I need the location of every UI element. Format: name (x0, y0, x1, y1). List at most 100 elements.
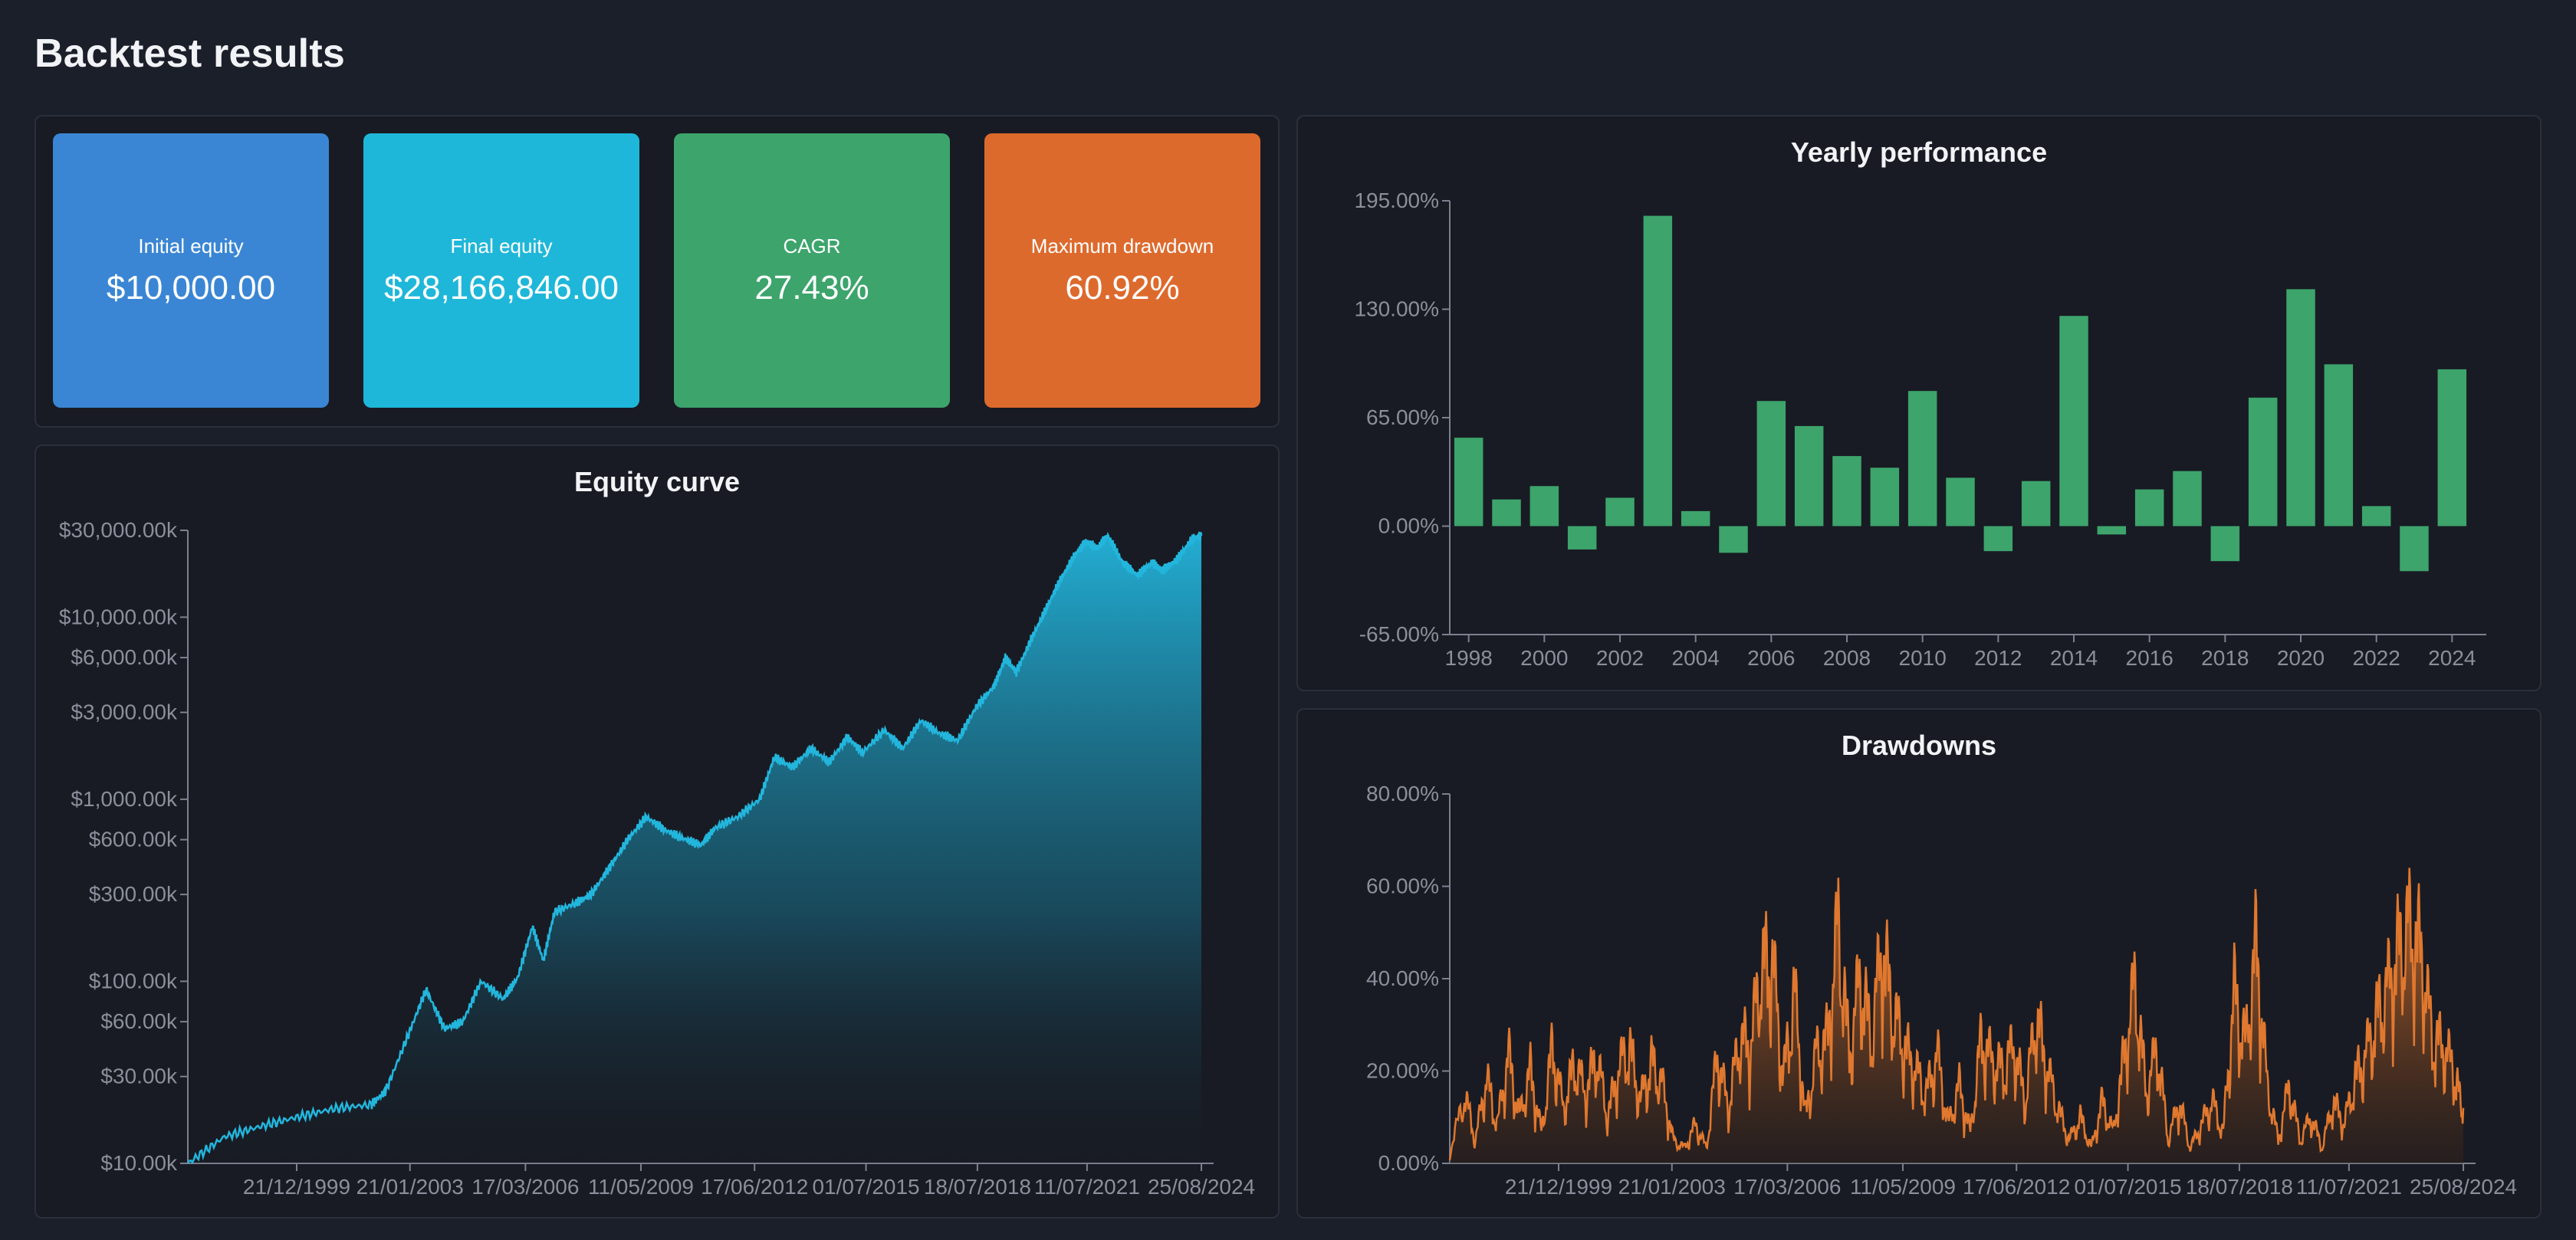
yearly-bar-2022 (2361, 506, 2391, 527)
equity-y-tick-label: $30.00k (100, 1064, 178, 1088)
yearly-x-tick-label: 2012 (1974, 646, 2022, 670)
yearly-bar-2021 (2324, 364, 2354, 527)
yearly-bar-2018 (2210, 526, 2240, 562)
yearly-bar-2004 (1681, 510, 1710, 527)
drawdown-x-tick-label: 01/07/2015 (2074, 1175, 2181, 1199)
equity-x-tick-label: 11/05/2009 (588, 1175, 694, 1199)
stat-value: $28,166,846.00 (384, 268, 619, 307)
equity-curve-chart: $10.00k $30.00k $60.00k $100.00k $300.00k $60… (59, 518, 1255, 1199)
drawdown-x-tick-label: 21/12/1999 (1505, 1175, 1612, 1199)
yearly-bar-2005 (1719, 526, 1748, 553)
yearly-x-tick-label: 2000 (1520, 646, 1568, 670)
stat-label: Initial equity (138, 234, 244, 258)
yearly-bar-2001 (1567, 526, 1597, 549)
equity-y-tick-label: $6,000.00k (71, 645, 178, 669)
stat-value: 27.43% (754, 268, 869, 307)
drawdown-x-tick-label: 11/05/2009 (1850, 1175, 1956, 1199)
drawdown-x-tick-label: 18/07/2018 (2186, 1175, 2293, 1199)
yearly-y-tick-label: 65.00% (1366, 405, 1439, 429)
equity-x-tick-label: 18/07/2018 (924, 1175, 1031, 1199)
yearly-x-tick-label: 2010 (1899, 646, 1947, 670)
equity-x-tick-label: 25/08/2024 (1148, 1175, 1255, 1199)
yearly-y-tick-label: 130.00% (1354, 297, 1439, 321)
drawdown-x-tick-label: 17/03/2006 (1733, 1175, 1841, 1199)
yearly-bar-2015 (2097, 526, 2127, 535)
drawdown-line (1448, 868, 2465, 1161)
yearly-bar-1998 (1454, 438, 1484, 527)
yearly-bar-2006 (1756, 401, 1786, 527)
yearly-bar-2009 (1870, 467, 1900, 527)
yearly-bar-2012 (1983, 526, 2013, 552)
stat-card-cagr: CAGR 27.43% (674, 133, 950, 408)
yearly-x-tick-label: 2022 (2353, 646, 2400, 670)
equity-y-tick-label: $10,000.00k (59, 605, 178, 628)
yearly-chart-title: Yearly performance (1790, 136, 2048, 168)
drawdown-area (1450, 868, 2463, 1163)
yearly-x-tick-label: 2002 (1596, 646, 1644, 670)
stat-value: $10,000.00 (106, 268, 276, 307)
drawdown-x-tick-label: 21/01/2003 (1618, 1175, 1726, 1199)
drawdown-x-tick-label: 17/06/2012 (1963, 1175, 2070, 1199)
stat-card-initial-equity: Initial equity $10,000.00 (53, 133, 329, 408)
drawdown-y-tick-label: 0.00% (1378, 1151, 1439, 1175)
yearly-bar-2013 (2021, 481, 2051, 527)
yearly-x-tick-label: 2008 (1823, 646, 1871, 670)
drawdown-y-tick-label: 80.00% (1366, 782, 1439, 805)
equity-chart-title: Equity curve (573, 466, 741, 497)
stat-card-final-equity: Final equity $28,166,846.00 (363, 133, 639, 408)
equity-y-tick-label: $300.00k (89, 882, 178, 906)
yearly-y-tick-label: 195.00% (1354, 189, 1439, 212)
drawdown-y-tick-label: 40.00% (1366, 966, 1439, 990)
yearly-x-tick-label: 2018 (2201, 646, 2249, 670)
yearly-bar-2010 (1907, 391, 1937, 527)
yearly-x-tick-label: 2016 (2126, 646, 2174, 670)
yearly-bar-2017 (2173, 471, 2202, 527)
equity-x-tick-label: 11/07/2021 (1034, 1175, 1140, 1199)
yearly-bar-2020 (2286, 289, 2315, 527)
stat-value: 60.92% (1065, 268, 1180, 307)
yearly-bar-2002 (1605, 497, 1635, 527)
drawdown-x-tick-label: 25/08/2024 (2410, 1175, 2517, 1199)
equity-y-tick-label: $3,000.00k (71, 700, 178, 724)
drawdowns-panel: Drawdowns 0.00% 20.00% 40.00% 60.00% 80.00% 2… (1296, 708, 2542, 1219)
equity-y-tick-label: $100.00k (89, 969, 178, 992)
stat-label: Final equity (450, 234, 553, 258)
yearly-x-tick-label: 2020 (2277, 646, 2325, 670)
yearly-y-tick-label: 0.00% (1378, 514, 1439, 538)
yearly-performance-panel: Yearly performance -65.00% 0.00% 65.00% 130… (1296, 115, 2542, 691)
yearly-x-tick-label: 2014 (2050, 646, 2098, 670)
yearly-bar-2016 (2134, 489, 2164, 527)
stat-label: Maximum drawdown (1030, 234, 1214, 258)
yearly-bar-2003 (1643, 215, 1673, 527)
yearly-x-tick-label: 2004 (1672, 646, 1720, 670)
yearly-bar-2007 (1794, 425, 1824, 527)
equity-y-tick-label: $10.00k (100, 1151, 178, 1175)
summary-stats-panel: Initial equity $10,000.00 Final equity $… (34, 115, 1280, 428)
equity-curve-panel: Equity curve $10.00k $30.00k $60.00k $100.0… (34, 444, 1280, 1219)
yearly-bar-2008 (1832, 456, 1861, 527)
yearly-bar-2019 (2248, 397, 2278, 527)
equity-x-tick-label: 21/01/2003 (356, 1175, 464, 1199)
equity-x-tick-label: 21/12/1999 (243, 1175, 350, 1199)
yearly-bar-2000 (1530, 486, 1559, 527)
yearly-y-tick-label: -65.00% (1359, 622, 1439, 646)
yearly-bar-2023 (2400, 526, 2429, 572)
stat-card-max-drawdown: Maximum drawdown 60.92% (984, 133, 1260, 408)
yearly-bar-1999 (1492, 499, 1521, 527)
yearly-performance-chart: -65.00% 0.00% 65.00% 130.00% 195.00% 1998 2000… (1354, 189, 2486, 670)
drawdown-y-tick-label: 20.00% (1366, 1059, 1439, 1083)
drawdown-y-tick-label: 60.00% (1366, 874, 1439, 898)
equity-x-tick-label: 17/06/2012 (701, 1175, 808, 1199)
page-title: Backtest results (34, 31, 345, 76)
equity-y-tick-label: $600.00k (89, 828, 178, 851)
yearly-x-tick-label: 2006 (1747, 646, 1795, 670)
yearly-x-tick-label: 2024 (2428, 646, 2476, 670)
drawdowns-chart: 0.00%20.00%40.00%60.00%80.00%21/12/1999 2… (1366, 782, 2517, 1199)
equity-y-tick-label: $60.00k (100, 1009, 178, 1033)
yearly-bar-2011 (1946, 477, 1975, 527)
equity-x-tick-label: 01/07/2015 (812, 1175, 919, 1199)
yearly-bar-2014 (2059, 316, 2088, 527)
yearly-bar-2024 (2437, 369, 2467, 527)
yearly-x-tick-label: 1998 (1445, 646, 1493, 670)
equity-y-tick-label: $30,000.00k (59, 518, 178, 542)
